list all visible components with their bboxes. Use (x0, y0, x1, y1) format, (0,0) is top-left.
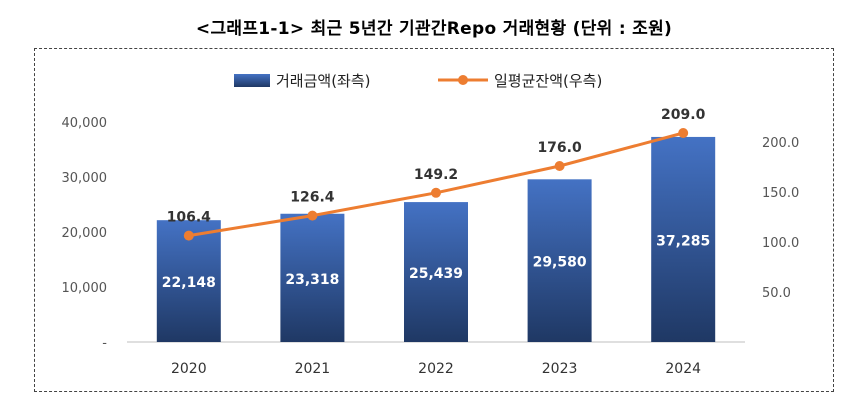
line-point (183, 230, 194, 241)
right-tick-label: 100.0 (762, 236, 799, 251)
line-point (431, 187, 441, 198)
line-value-label: 149.2 (414, 167, 458, 183)
x-tick-label: 2023 (542, 361, 578, 377)
left-tick-label: 20,000 (62, 226, 108, 241)
line-value-label: 106.4 (167, 210, 212, 226)
line-point (307, 210, 318, 221)
line-series (183, 128, 689, 241)
legend: 거래금액(좌측) 일평균잔액(우측) (234, 72, 602, 90)
right-tick-label: 150.0 (762, 186, 799, 201)
left-tick-label: 10,000 (62, 281, 108, 296)
bar (404, 202, 468, 342)
bar (527, 179, 592, 342)
bar (280, 213, 345, 342)
bar-value-label: 23,318 (285, 272, 339, 288)
legend-bar-label: 거래금액(좌측) (276, 72, 371, 90)
legend-line-label: 일평균잔액(우측) (494, 72, 602, 90)
x-tick-label: 2022 (418, 361, 454, 377)
chart-frame (34, 48, 834, 392)
bar-value-label: 22,148 (162, 275, 216, 291)
x-tick-label: 2021 (295, 361, 331, 377)
line-point (678, 128, 689, 138)
bar-value-label: 29,580 (533, 255, 587, 271)
x-tick-label: 2020 (171, 361, 207, 377)
legend-line-marker (458, 75, 468, 85)
left-tick-label: - (102, 336, 107, 351)
bar-value-label: 25,439 (409, 266, 463, 282)
right-tick-label: 200.0 (762, 136, 799, 151)
line-value-label: 126.4 (290, 190, 335, 206)
bar-value-label: 37,285 (656, 233, 710, 249)
bar (651, 136, 716, 342)
x-tick-label: 2024 (665, 361, 701, 377)
chart-title: <그래프1-1> 최근 5년간 기관간Repo 거래현황 (단위 : 조원) (195, 19, 673, 39)
right-tick-label: 50.0 (762, 286, 791, 301)
line-value-label: 209.0 (661, 107, 706, 123)
data-labels: 22,148 23,318 25,439 29,580 37,285 106.4 126.4… (162, 107, 710, 291)
axes: - 10,000 20,000 30,000 40,000 50.0 100.0 150.0 2… (62, 116, 800, 377)
left-tick-label: 30,000 (62, 171, 108, 186)
line-point (554, 161, 565, 171)
line-value-label: 176.0 (537, 140, 582, 156)
bar-series (156, 136, 716, 342)
left-tick-label: 40,000 (62, 116, 108, 131)
legend-bar-swatch (234, 74, 270, 87)
